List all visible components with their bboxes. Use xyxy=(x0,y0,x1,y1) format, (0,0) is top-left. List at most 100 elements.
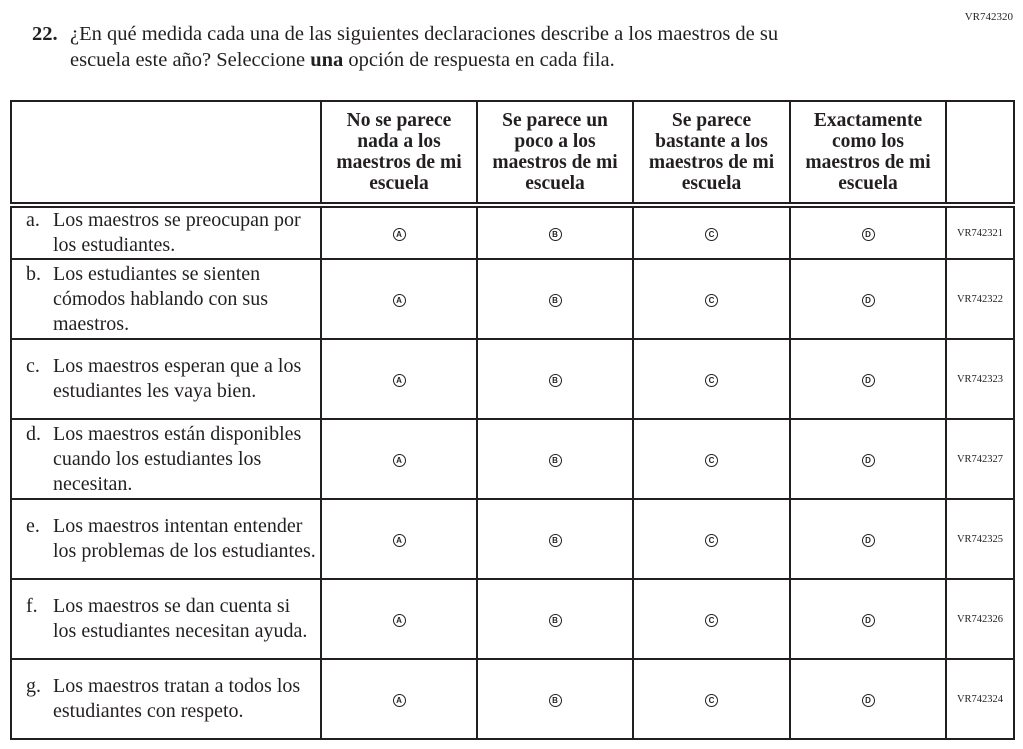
option-cell: D xyxy=(789,578,947,660)
answer-bubble-b[interactable]: B xyxy=(548,228,562,241)
column-header-d: Exactamente como los maestros de mi escu… xyxy=(789,100,947,208)
column-header-c: Se parece bastante a los maestros de mi … xyxy=(632,100,791,208)
statement-text: Los maestros se dan cuenta si los estudi… xyxy=(53,595,308,642)
answer-bubble-a[interactable]: A xyxy=(392,294,406,307)
answer-bubble-c[interactable]: C xyxy=(705,534,718,547)
option-cell: A xyxy=(320,578,478,660)
statement-text: Los maestros están disponibles cuando lo… xyxy=(53,422,302,495)
answer-bubble-c[interactable]: C xyxy=(705,374,718,387)
answer-bubble-b[interactable]: B xyxy=(548,614,562,627)
option-cell: A xyxy=(320,658,478,740)
option-cell: A xyxy=(320,418,478,500)
option-cell: C xyxy=(632,418,791,500)
statement-label: g. xyxy=(26,675,41,697)
statement-text: Los maestros tratan a todos los estudian… xyxy=(53,675,301,722)
answer-bubble-c[interactable]: C xyxy=(705,454,718,467)
column-header-a: No se parece nada a los maestros de mi e… xyxy=(320,100,478,208)
answer-bubble-a[interactable]: A xyxy=(392,228,406,241)
column-header-b: Se parece un poco a los maestros de mi e… xyxy=(476,100,634,208)
statement-label: c. xyxy=(26,355,40,377)
question-line-2: escuela este año? Seleccione xyxy=(70,49,311,71)
row-code: VR742321 xyxy=(945,204,1015,260)
statement-label: a. xyxy=(26,209,40,231)
statement-cell: g. Los maestros tratan a todos los estudi… xyxy=(10,658,322,740)
answer-bubble-d[interactable]: D xyxy=(861,614,875,627)
table-row: c. Los maestros esperan que a los estudia… xyxy=(10,338,1015,420)
statement-cell: b. Los estudiantes se sienten cómodos hab… xyxy=(10,258,322,340)
option-cell: D xyxy=(789,258,947,340)
statement-cell: c. Los maestros esperan que a los estudia… xyxy=(10,338,322,420)
option-cell: C xyxy=(632,658,791,740)
statement-text: Los maestros se preocupan por los estudi… xyxy=(53,209,301,256)
option-cell: D xyxy=(789,204,947,260)
answer-bubble-c[interactable]: C xyxy=(705,294,718,307)
option-cell: D xyxy=(789,498,947,580)
table-row: d. Los maestros están disponibles cuando … xyxy=(10,418,1015,500)
answer-bubble-b[interactable]: B xyxy=(548,454,562,467)
option-cell: C xyxy=(632,338,791,420)
table-row: a. Los maestros se preocupan por los estu… xyxy=(10,204,1015,260)
statement-text: Los estudiantes se sienten cómodos habla… xyxy=(53,262,268,335)
statement-text: Los maestros intentan entender los probl… xyxy=(53,515,316,562)
answer-bubble-a[interactable]: A xyxy=(392,614,406,627)
statement-label: f. xyxy=(26,595,38,617)
answer-bubble-b[interactable]: B xyxy=(548,294,562,307)
header-code-blank xyxy=(945,100,1015,208)
option-cell: B xyxy=(476,204,634,260)
response-grid: No se parece nada a los maestros de mi e… xyxy=(10,100,1015,740)
option-cell: B xyxy=(476,338,634,420)
emphasis-una: una xyxy=(310,49,344,71)
answer-bubble-c[interactable]: C xyxy=(705,228,718,241)
answer-bubble-d[interactable]: D xyxy=(861,294,875,307)
answer-bubble-d[interactable]: D xyxy=(861,374,875,387)
table-row: b. Los estudiantes se sienten cómodos hab… xyxy=(10,258,1015,340)
option-cell: D xyxy=(789,338,947,420)
row-code: VR742326 xyxy=(945,578,1015,660)
option-cell: D xyxy=(789,418,947,500)
option-cell: C xyxy=(632,578,791,660)
answer-bubble-c[interactable]: C xyxy=(705,694,718,707)
option-cell: A xyxy=(320,258,478,340)
statement-text: Los maestros esperan que a los estudiant… xyxy=(53,355,302,402)
option-cell: A xyxy=(320,338,478,420)
statement-label: d. xyxy=(26,422,41,445)
statement-label: e. xyxy=(26,515,40,537)
option-cell: C xyxy=(632,204,791,260)
answer-bubble-b[interactable]: B xyxy=(548,694,562,707)
answer-bubble-a[interactable]: A xyxy=(392,454,406,467)
statement-cell: e. Los maestros intentan entender los pro… xyxy=(10,498,322,580)
row-code: VR742327 xyxy=(945,418,1015,500)
item-code: VR742320 xyxy=(964,11,1013,23)
statement-cell: d. Los maestros están disponibles cuando … xyxy=(10,418,322,500)
option-cell: B xyxy=(476,578,634,660)
row-code: VR742322 xyxy=(945,258,1015,340)
question-text: 22. ¿En qué medida cada una de las siguie… xyxy=(32,21,932,73)
answer-bubble-d[interactable]: D xyxy=(861,534,875,547)
table-row: e. Los maestros intentan entender los pro… xyxy=(10,498,1015,580)
option-cell: A xyxy=(320,498,478,580)
table-row: f. Los maestros se dan cuenta si los estu… xyxy=(10,578,1015,660)
option-cell: C xyxy=(632,258,791,340)
answer-bubble-b[interactable]: B xyxy=(548,534,562,547)
answer-bubble-c[interactable]: C xyxy=(705,614,718,627)
option-cell: C xyxy=(632,498,791,580)
statement-cell: a. Los maestros se preocupan por los estu… xyxy=(10,204,322,260)
answer-bubble-a[interactable]: A xyxy=(392,534,406,547)
option-cell: A xyxy=(320,204,478,260)
option-cell: B xyxy=(476,658,634,740)
statement-cell: f. Los maestros se dan cuenta si los estu… xyxy=(10,578,322,660)
question-line-2-end: opción de respuesta en cada fila. xyxy=(343,49,615,71)
question-line-1: ¿En qué medida cada una de las siguiente… xyxy=(70,23,779,45)
answer-bubble-a[interactable]: A xyxy=(392,374,406,387)
option-cell: B xyxy=(476,258,634,340)
answer-bubble-b[interactable]: B xyxy=(548,374,562,387)
option-cell: B xyxy=(476,418,634,500)
answer-bubble-d[interactable]: D xyxy=(861,454,875,467)
answer-bubble-d[interactable]: D xyxy=(861,694,875,707)
row-code: VR742325 xyxy=(945,498,1015,580)
answer-bubble-d[interactable]: D xyxy=(861,228,875,241)
option-cell: D xyxy=(789,658,947,740)
answer-bubble-a[interactable]: A xyxy=(392,694,406,707)
table-row: g. Los maestros tratan a todos los estudi… xyxy=(10,658,1015,740)
question-number: 22. xyxy=(32,23,58,45)
